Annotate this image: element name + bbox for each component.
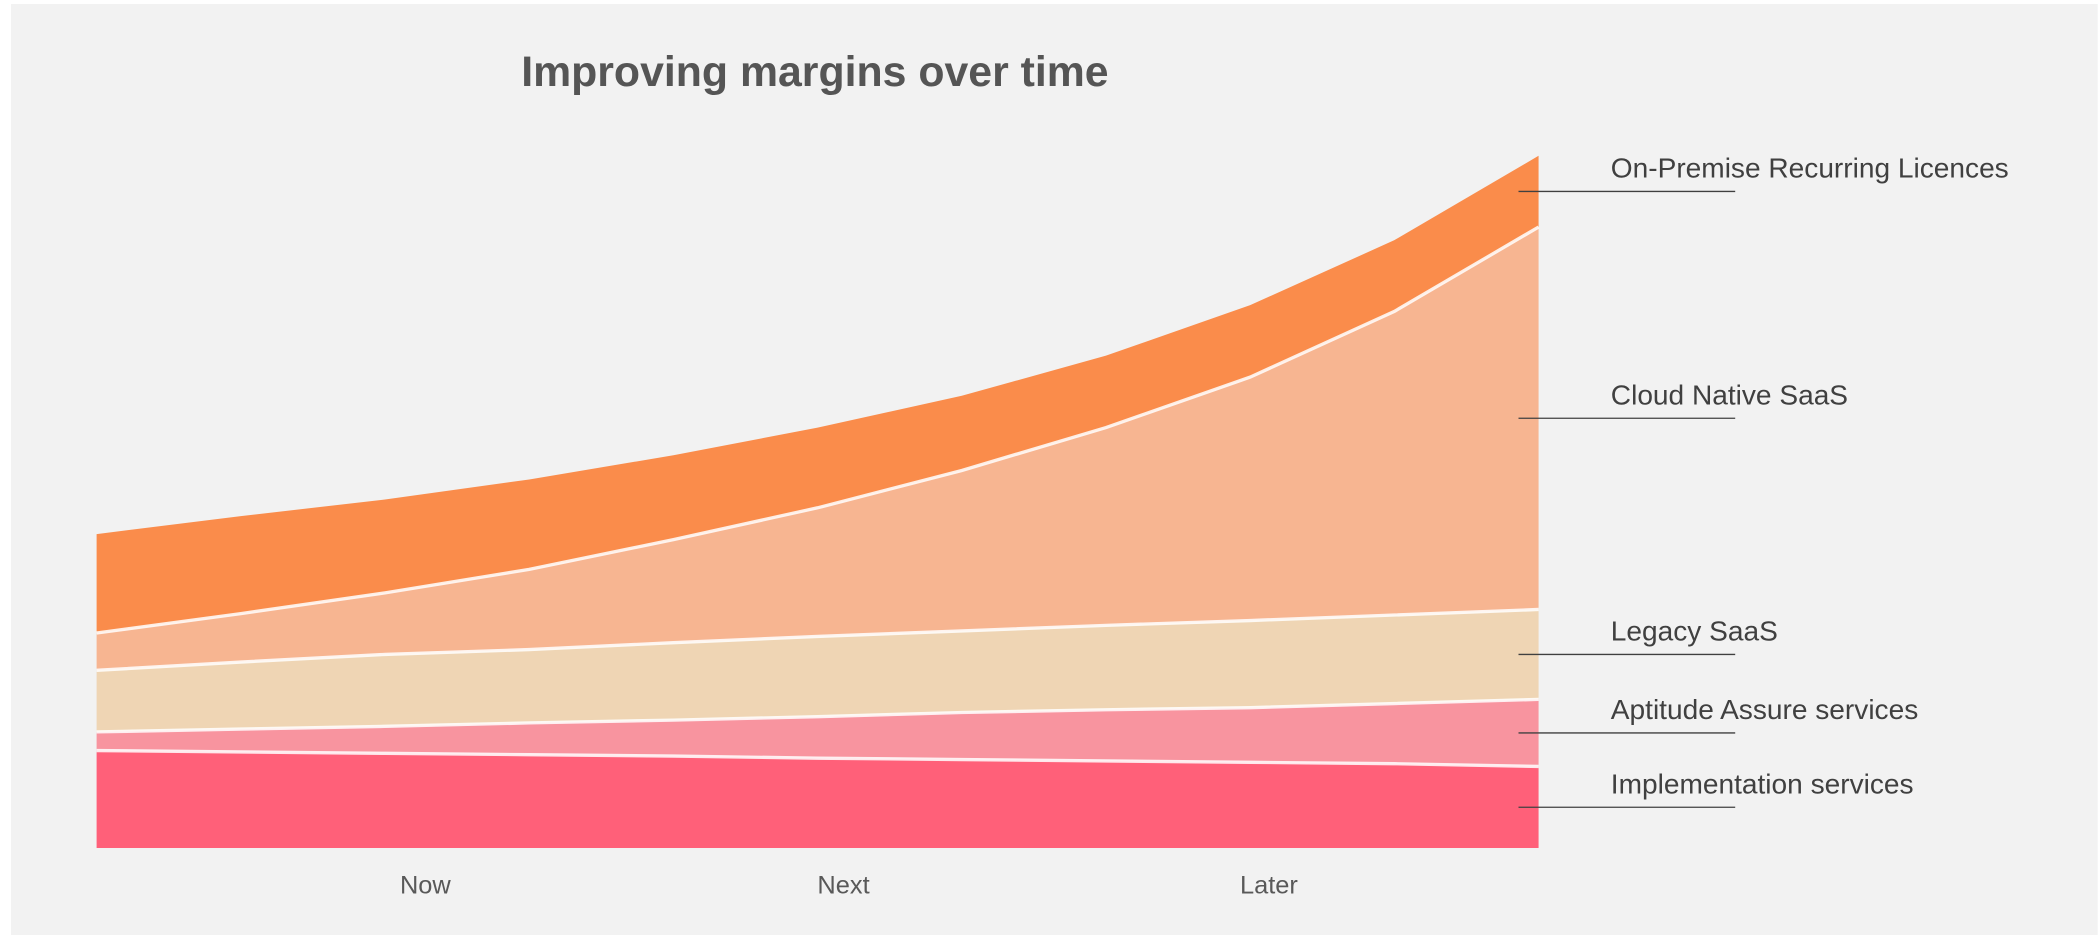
layer-separator (96, 697, 1539, 734)
layer-separator (96, 607, 1539, 672)
legend-label: Implementation services (1611, 768, 1914, 799)
legend-label: Legacy SaaS (1611, 615, 1778, 646)
layer-separator (96, 748, 1539, 769)
x-tick-label: Next (817, 872, 869, 900)
legend-label: On-Premise Recurring Licences (1611, 152, 2009, 183)
x-tick-label: Now (400, 872, 451, 900)
area (96, 155, 1539, 633)
area (96, 699, 1539, 767)
legend-label: Cloud Native SaaS (1611, 379, 1848, 410)
x-tick-label: Later (1240, 872, 1298, 900)
layer-separator (96, 225, 1540, 635)
area (96, 227, 1539, 671)
area (96, 609, 1539, 732)
legend-label: Aptitude Assure services (1611, 694, 1918, 725)
chart-title: Improving margins over time (521, 48, 1108, 96)
area (96, 750, 1539, 849)
